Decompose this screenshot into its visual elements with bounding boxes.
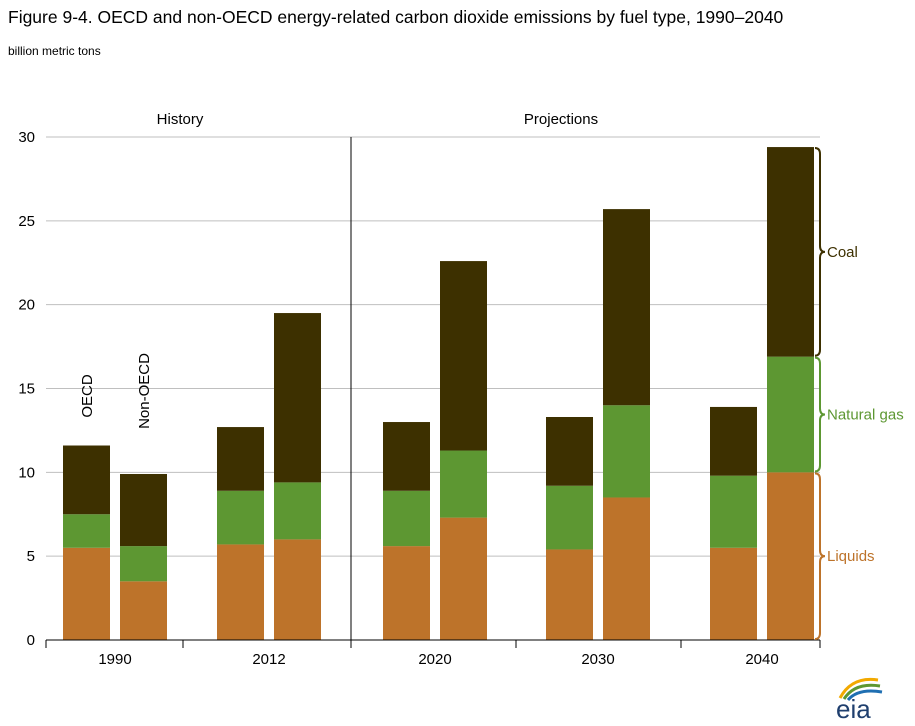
bar-segment	[440, 450, 487, 518]
section-labels: History Projections	[157, 111, 598, 640]
bar-segment	[120, 581, 167, 640]
section-label-history: History	[157, 111, 204, 128]
bar-label-non-oecd: Non-OECD	[136, 353, 153, 429]
chart-title: Figure 9-4. OECD and non-OECD energy-rel…	[8, 7, 784, 27]
bar-segment	[120, 474, 167, 547]
bar-segment	[546, 485, 593, 550]
legend-label: Coal	[827, 244, 858, 261]
x-tick-label: 2030	[581, 651, 614, 668]
bar-segment	[603, 497, 650, 640]
y-tick-label: 0	[27, 632, 35, 649]
bar-label-oecd: OECD	[79, 374, 96, 418]
bar-segment	[274, 313, 321, 483]
legend-bracket	[814, 147, 826, 357]
bar-segment	[63, 514, 110, 548]
gridlines	[46, 136, 820, 557]
eia-logo: eia	[836, 677, 883, 722]
bar-segment	[274, 539, 321, 640]
x-tick-label: 2012	[252, 651, 285, 668]
x-axis: 1990 2012 2020 2030 2040	[45, 639, 821, 668]
y-tick-label: 30	[18, 129, 35, 146]
bar-segment	[217, 427, 264, 491]
bar-segment	[63, 547, 110, 640]
bar-segment	[710, 475, 757, 548]
bars	[63, 147, 814, 640]
y-tick-label: 25	[18, 213, 35, 230]
legend-label: Natural gas	[827, 406, 904, 423]
bar-segment	[440, 517, 487, 640]
bar-segment	[603, 209, 650, 406]
bar-segment	[120, 546, 167, 582]
bar-segment	[383, 490, 430, 547]
legend-bracket	[814, 356, 826, 473]
x-tick-label: 2020	[418, 651, 451, 668]
bar-type-labels: OECD Non-OECD	[79, 353, 153, 429]
eia-logo-text: eia	[836, 694, 871, 722]
y-tick-label: 5	[27, 548, 35, 565]
bar-segment	[217, 490, 264, 545]
y-tick-label: 15	[18, 381, 35, 398]
bar-segment	[710, 406, 757, 476]
x-tick-label: 2040	[745, 651, 778, 668]
y-tick-label: 10	[18, 464, 35, 481]
legend-label: Liquids	[827, 548, 875, 565]
x-tick-label: 1990	[98, 651, 131, 668]
bar-segment	[767, 356, 814, 473]
bar-segment	[274, 482, 321, 540]
legend: Liquids Natural gas Coal	[814, 147, 904, 640]
bar-segment	[217, 544, 264, 640]
y-axis-ticks: 0 5 10 15 20 25 30	[18, 129, 35, 649]
bar-segment	[710, 547, 757, 640]
bar-segment	[546, 417, 593, 486]
section-label-projections: Projections	[524, 111, 598, 128]
y-tick-label: 20	[18, 297, 35, 314]
bar-segment	[767, 147, 814, 357]
bar-segment	[767, 472, 814, 640]
bar-segment	[63, 445, 110, 515]
bar-segment	[383, 546, 430, 640]
bar-segment	[440, 261, 487, 451]
bar-segment	[383, 422, 430, 491]
legend-bracket	[814, 472, 826, 640]
bar-segment	[603, 405, 650, 498]
chart-subtitle: billion metric tons	[8, 44, 101, 58]
bar-segment	[546, 549, 593, 640]
